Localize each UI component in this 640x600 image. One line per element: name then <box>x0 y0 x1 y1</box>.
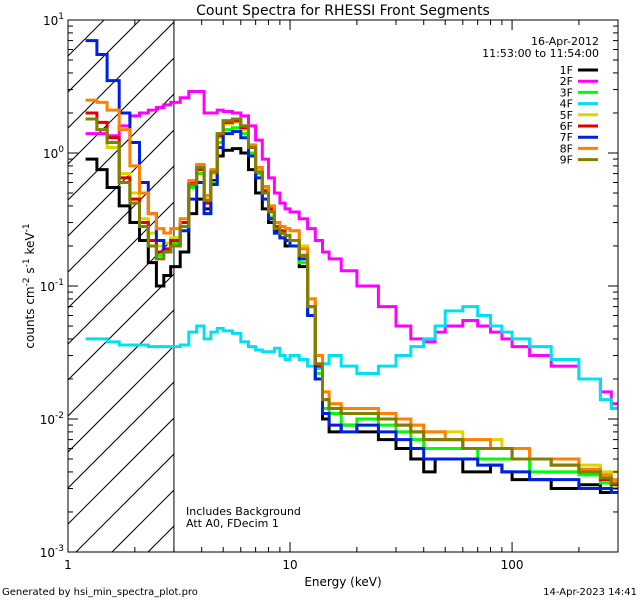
y-axis-label-mid: s <box>23 267 37 277</box>
x-axis-label: Energy (keV) <box>304 575 381 589</box>
y-tick-label: 100 <box>43 145 64 161</box>
footer-generated-by: Generated by hsi_min_spectra_plot.pro <box>2 587 198 598</box>
y-axis-label-exp3: -1 <box>22 223 32 232</box>
x-tick-label: 10 <box>282 558 297 572</box>
y-axis-label-prefix: counts cm <box>23 286 37 348</box>
legend-label-1F: 1F <box>560 64 573 77</box>
x-axis-ticks: 1 10 100 <box>64 20 619 572</box>
legend-label-5F: 5F <box>560 109 573 122</box>
y-axis-label: counts cm-2 s-1 keV-1 <box>22 223 37 348</box>
series-5F-line <box>85 117 618 474</box>
x-tick-label: 1 <box>64 558 72 572</box>
hatch-line <box>68 57 174 165</box>
annotation-attenuator: Att A0, FDecim 1 <box>186 517 279 530</box>
series-layer <box>85 39 618 494</box>
hatch-line <box>68 93 174 201</box>
series-8F-line <box>85 98 618 482</box>
hatch-line <box>68 237 174 345</box>
y-tick-label: 10-2 <box>40 411 64 427</box>
x-tick-label: 100 <box>501 558 524 572</box>
date-label: 16-Apr-2012 <box>531 35 599 48</box>
series-7F-line <box>85 39 618 494</box>
footer-timestamp: 14-Apr-2023 14:41 <box>543 587 637 598</box>
y-axis-label-exp2: -1 <box>22 258 32 267</box>
legend-label-6F: 6F <box>560 120 573 133</box>
series-1F-line <box>85 147 618 494</box>
series-9F-line <box>85 117 618 485</box>
legend-label-3F: 3F <box>560 86 573 99</box>
hatch-line <box>616 20 640 552</box>
hatch-line <box>68 201 174 309</box>
series-4F-line <box>85 305 618 410</box>
legend-label-7F: 7F <box>560 131 573 144</box>
series-6F-line <box>85 111 618 487</box>
legend-label-8F: 8F <box>560 142 573 155</box>
y-tick-label: 10-3 <box>40 544 64 560</box>
time-range-label: 11:53:00 to 11:54:00 <box>482 47 599 60</box>
hatch-line <box>68 381 174 489</box>
y-tick-label: 101 <box>43 12 64 28</box>
y-axis-label-exp1: -2 <box>22 277 32 286</box>
annotation-background: Includes Background <box>186 505 301 518</box>
y-axis-ticks: 10-3 10-2 10-1 100 101 <box>40 12 618 560</box>
hatch-line <box>75 453 174 552</box>
legend-label-4F: 4F <box>560 98 573 111</box>
legend-label-9F: 9F <box>560 154 573 167</box>
chart-title: Count Spectra for RHESSI Front Segments <box>196 3 490 19</box>
hatch-line <box>68 21 174 129</box>
legend-label-2F: 2F <box>560 75 573 88</box>
hatch-line <box>68 417 174 525</box>
y-tick-label: 10-1 <box>40 278 64 294</box>
y-axis-label-suffix: keV <box>23 232 37 259</box>
